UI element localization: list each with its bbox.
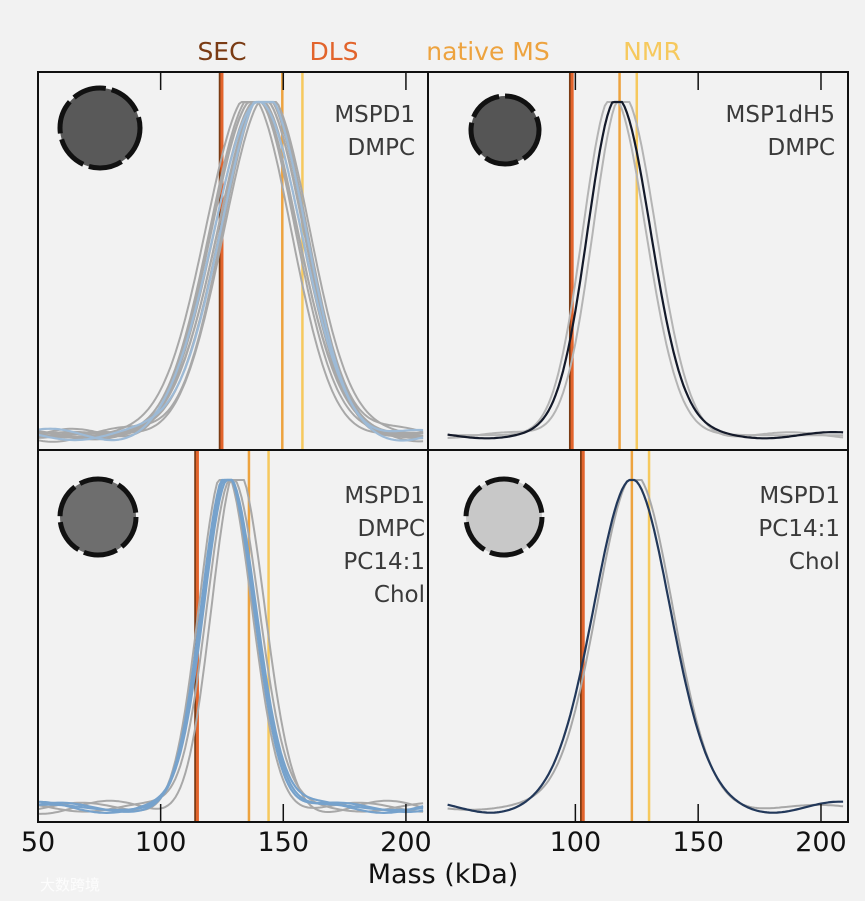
panel-label: DMPC [358, 516, 425, 542]
panel-label: PC14:1 [758, 516, 840, 542]
panel-label: MSPD1 [334, 102, 415, 128]
replicate-curve-gray [447, 479, 844, 811]
panel-top-right: MSP1dH5 DMPC [427, 71, 849, 451]
legend-item-nmr: NMR [623, 37, 681, 66]
watermark: 大数跨境 [40, 876, 100, 894]
panel-label: MSP1dH5 [726, 102, 835, 128]
panel-label: Chol [374, 582, 425, 608]
nanodisc-icon [468, 93, 542, 167]
legend: SEC DLS native MS NMR [197, 37, 680, 66]
panel-bottom-left: 50 100 150 200 MSPD1 DMPC PC14:1 Chol [21, 449, 432, 858]
nanodisc-icon [463, 476, 545, 558]
panel-label: MSPD1 [344, 483, 425, 509]
x-axis-label: Mass (kDa) [368, 859, 519, 890]
panel-top-left: MSPD1 DMPC [37, 71, 429, 451]
x-tick-label: 100 [550, 827, 602, 858]
nanodisc-icon [57, 476, 139, 558]
panel-bottom-right: 100 150 200 MSPD1 PC14:1 Chol [427, 449, 849, 858]
replicate-curve-gray [447, 101, 844, 439]
panel-frame [427, 449, 849, 823]
nanodisc-icon [57, 85, 143, 171]
panel-label: DMPC [348, 135, 415, 161]
panels: MSPD1 DMPC MSP1dH5 DMPC 50 100 150 200 MSPD1 DMPC… [21, 71, 849, 858]
x-tick-label: 150 [672, 827, 724, 858]
x-tick-label: 150 [258, 827, 310, 858]
legend-item-dls: DLS [309, 37, 358, 66]
replicate-curve-main [447, 100, 844, 440]
legend-item-sec: SEC [197, 37, 246, 66]
x-tick-label: 50 [21, 827, 55, 858]
panel-label: PC14:1 [343, 549, 425, 575]
legend-item-native-ms: native MS [426, 37, 549, 66]
panel-label: MSPD1 [759, 483, 840, 509]
replicate-curve-gray [37, 101, 424, 443]
replicate-curve-gray [37, 101, 424, 439]
x-tick-label: 200 [795, 827, 847, 858]
panel-label: Chol [789, 549, 840, 575]
x-tick-label: 100 [135, 827, 187, 858]
panel-label: DMPC [768, 135, 835, 161]
replicate-curve-gray [447, 101, 844, 437]
x-tick-label: 200 [380, 827, 432, 858]
replicate-curve-main [37, 478, 424, 812]
replicate-curve-main [447, 478, 844, 814]
replicate-curve-main [37, 100, 424, 442]
